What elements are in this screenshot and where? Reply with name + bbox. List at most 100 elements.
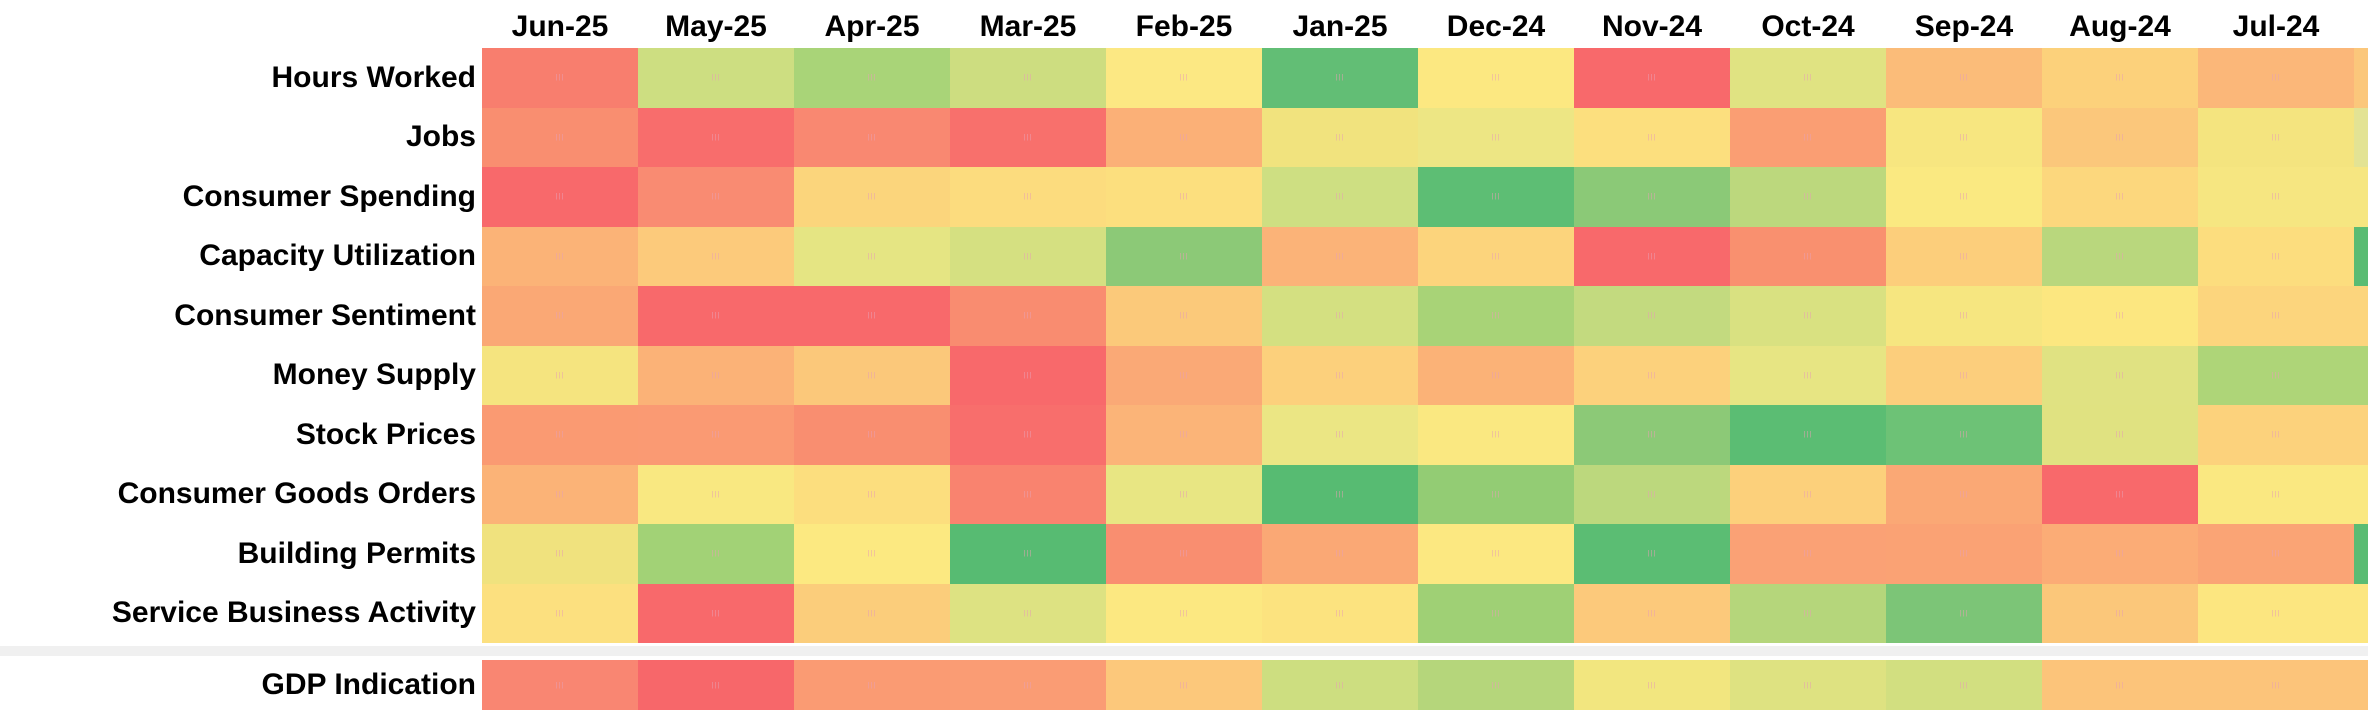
heatmap-cell-gdp[interactable]: ||| xyxy=(1418,660,1574,710)
heatmap-cell[interactable]: ||| xyxy=(1262,464,1418,524)
heatmap-cell[interactable]: ||| xyxy=(950,345,1106,405)
heatmap-cell[interactable]: ||| xyxy=(2198,464,2354,524)
heatmap-cell[interactable]: ||| xyxy=(1418,464,1574,524)
heatmap-cell[interactable]: ||| xyxy=(1886,167,2042,227)
heatmap-cell[interactable]: ||| xyxy=(1574,345,1730,405)
heatmap-cell[interactable]: ||| xyxy=(1106,345,1262,405)
heatmap-cell[interactable]: ||| xyxy=(1106,524,1262,584)
heatmap-cell[interactable]: ||| xyxy=(1886,405,2042,465)
heatmap-cell[interactable]: ||| xyxy=(638,583,794,643)
heatmap-cell[interactable]: ||| xyxy=(1730,48,1886,108)
heatmap-cell[interactable]: ||| xyxy=(2042,405,2198,465)
heatmap-cell[interactable]: ||| xyxy=(2042,48,2198,108)
heatmap-cell[interactable]: ||| xyxy=(794,464,950,524)
heatmap-cell[interactable]: ||| xyxy=(1106,405,1262,465)
heatmap-cell[interactable]: ||| xyxy=(794,107,950,167)
heatmap-cell-gdp[interactable]: ||| xyxy=(2198,660,2354,710)
heatmap-cell[interactable]: ||| xyxy=(2198,583,2354,643)
heatmap-cell-gdp[interactable]: ||| xyxy=(1730,660,1886,710)
heatmap-cell[interactable]: ||| xyxy=(638,48,794,108)
heatmap-cell[interactable]: ||| xyxy=(950,583,1106,643)
heatmap-cell[interactable]: ||| xyxy=(638,464,794,524)
heatmap-cell[interactable]: ||| xyxy=(794,345,950,405)
heatmap-cell[interactable]: ||| xyxy=(950,286,1106,346)
heatmap-cell-gdp[interactable]: ||| xyxy=(1106,660,1262,710)
heatmap-cell[interactable]: ||| xyxy=(638,226,794,286)
heatmap-cell[interactable]: ||| xyxy=(482,286,638,346)
heatmap-cell[interactable]: ||| xyxy=(482,107,638,167)
heatmap-cell[interactable]: ||| xyxy=(950,48,1106,108)
heatmap-cell[interactable]: ||| xyxy=(1262,583,1418,643)
heatmap-cell[interactable]: ||| xyxy=(2198,167,2354,227)
heatmap-cell[interactable]: ||| xyxy=(1886,345,2042,405)
heatmap-cell[interactable]: ||| xyxy=(1418,524,1574,584)
heatmap-cell[interactable]: ||| xyxy=(794,226,950,286)
heatmap-cell[interactable]: ||| xyxy=(1574,405,1730,465)
heatmap-cell[interactable]: ||| xyxy=(2042,464,2198,524)
heatmap-cell[interactable]: ||| xyxy=(1886,583,2042,643)
heatmap-cell[interactable]: ||| xyxy=(1574,464,1730,524)
heatmap-cell-gdp[interactable]: ||| xyxy=(482,660,638,710)
heatmap-cell[interactable]: ||| xyxy=(1886,107,2042,167)
heatmap-cell-gdp[interactable]: ||| xyxy=(1574,660,1730,710)
heatmap-cell[interactable]: ||| xyxy=(482,464,638,524)
heatmap-cell[interactable]: ||| xyxy=(1418,226,1574,286)
heatmap-cell[interactable]: ||| xyxy=(950,524,1106,584)
heatmap-cell[interactable]: ||| xyxy=(1886,226,2042,286)
heatmap-cell[interactable]: ||| xyxy=(1106,167,1262,227)
heatmap-cell[interactable]: ||| xyxy=(638,405,794,465)
heatmap-cell[interactable]: ||| xyxy=(1730,524,1886,584)
heatmap-cell[interactable]: ||| xyxy=(1262,48,1418,108)
heatmap-cell[interactable]: ||| xyxy=(638,107,794,167)
heatmap-cell[interactable]: ||| xyxy=(2198,107,2354,167)
heatmap-cell[interactable]: ||| xyxy=(482,405,638,465)
heatmap-cell[interactable]: ||| xyxy=(2198,345,2354,405)
heatmap-cell[interactable]: ||| xyxy=(1418,286,1574,346)
heatmap-cell[interactable]: ||| xyxy=(794,286,950,346)
heatmap-cell[interactable]: ||| xyxy=(638,345,794,405)
heatmap-cell[interactable]: ||| xyxy=(2198,226,2354,286)
heatmap-cell[interactable]: ||| xyxy=(1262,345,1418,405)
heatmap-cell[interactable]: ||| xyxy=(1730,107,1886,167)
heatmap-cell[interactable]: ||| xyxy=(794,583,950,643)
heatmap-cell[interactable]: ||| xyxy=(482,167,638,227)
heatmap-cell-gdp[interactable]: ||| xyxy=(1262,660,1418,710)
heatmap-cell[interactable]: ||| xyxy=(2042,286,2198,346)
heatmap-cell[interactable]: ||| xyxy=(950,226,1106,286)
heatmap-cell[interactable]: ||| xyxy=(1262,405,1418,465)
heatmap-cell[interactable]: ||| xyxy=(1730,405,1886,465)
heatmap-cell[interactable]: ||| xyxy=(1418,167,1574,227)
heatmap-cell[interactable]: ||| xyxy=(638,167,794,227)
heatmap-cell[interactable]: ||| xyxy=(1886,286,2042,346)
heatmap-cell-gdp[interactable]: ||| xyxy=(794,660,950,710)
heatmap-cell[interactable]: ||| xyxy=(482,524,638,584)
heatmap-cell[interactable]: ||| xyxy=(1886,524,2042,584)
heatmap-cell[interactable]: ||| xyxy=(950,167,1106,227)
heatmap-cell[interactable]: ||| xyxy=(1262,524,1418,584)
heatmap-cell[interactable]: ||| xyxy=(1418,107,1574,167)
heatmap-cell[interactable]: ||| xyxy=(2042,583,2198,643)
heatmap-cell[interactable]: ||| xyxy=(1106,226,1262,286)
heatmap-cell[interactable]: ||| xyxy=(1730,226,1886,286)
heatmap-cell[interactable]: ||| xyxy=(1886,48,2042,108)
heatmap-cell[interactable]: ||| xyxy=(2198,405,2354,465)
heatmap-cell[interactable]: ||| xyxy=(1730,286,1886,346)
heatmap-cell[interactable]: ||| xyxy=(2198,524,2354,584)
heatmap-cell[interactable]: ||| xyxy=(2042,167,2198,227)
heatmap-cell[interactable]: ||| xyxy=(1262,286,1418,346)
heatmap-cell[interactable]: ||| xyxy=(1574,167,1730,227)
heatmap-cell[interactable]: ||| xyxy=(482,583,638,643)
heatmap-cell[interactable]: ||| xyxy=(1106,464,1262,524)
heatmap-cell[interactable]: ||| xyxy=(1262,107,1418,167)
heatmap-cell[interactable]: ||| xyxy=(794,524,950,584)
heatmap-cell[interactable]: ||| xyxy=(2198,48,2354,108)
heatmap-cell[interactable]: ||| xyxy=(1418,583,1574,643)
heatmap-cell[interactable]: ||| xyxy=(1262,167,1418,227)
heatmap-cell-gdp[interactable]: ||| xyxy=(638,660,794,710)
heatmap-cell[interactable]: ||| xyxy=(638,524,794,584)
heatmap-cell[interactable]: ||| xyxy=(1106,107,1262,167)
heatmap-cell[interactable]: ||| xyxy=(2042,524,2198,584)
heatmap-cell[interactable]: ||| xyxy=(1106,286,1262,346)
heatmap-cell[interactable]: ||| xyxy=(1106,48,1262,108)
heatmap-cell[interactable]: ||| xyxy=(794,405,950,465)
